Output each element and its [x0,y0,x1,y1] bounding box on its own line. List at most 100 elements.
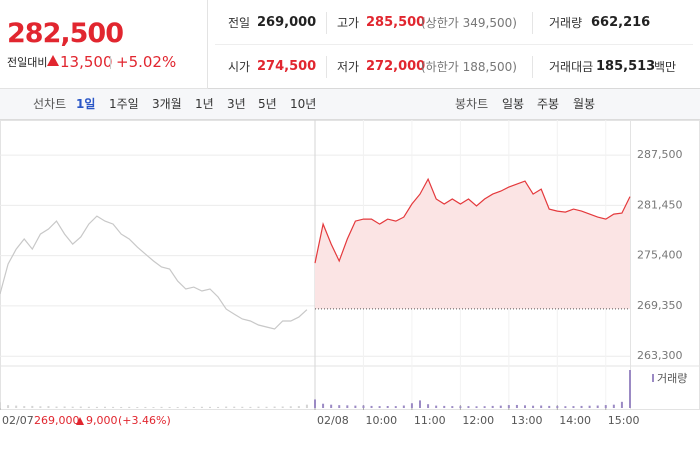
volume-bar [532,405,535,408]
value: 662,216 [591,15,651,30]
volume-bar [79,406,82,408]
label: 거래대금 [549,60,594,74]
volume-bar [184,406,187,408]
volume-bar [410,403,413,408]
volume-bar [394,406,397,408]
volume-bar [95,406,98,408]
annotation-value: 269,000 [34,414,80,427]
y-tick-label: 275,400 [637,249,683,262]
x-tick-label: 10:00 [365,414,397,427]
volume-bar [200,406,203,408]
up-arrow [47,55,59,66]
volume-bar [475,406,478,408]
tab[interactable]: 월봉 [573,97,596,111]
volume-bar [7,405,10,408]
volume-bar [402,405,405,408]
tab-bar: 선차트 1일 1주일 3개월 1년 3년 5년 10년 봉차트 일봉 주봉 월봉 [0,89,700,120]
volume-bar [499,405,502,408]
up-arrow [76,417,84,425]
change-label: 전일대비 [7,56,48,69]
volume-bar [612,404,615,408]
volume-bar [15,405,18,408]
volume-bar [467,406,470,408]
label: 고가 [337,16,360,30]
value: 274,500 [257,59,317,74]
volume-bar [330,404,333,408]
divider [215,44,693,45]
tab[interactable]: 5년 [258,97,277,111]
volume-bar [120,406,123,408]
x-tick-label: 15:00 [608,414,640,427]
volume-bar [23,406,26,408]
volume-bar [136,407,139,408]
volume-bar [168,406,171,408]
tab-group-label: 봉차트 [455,97,489,111]
value: 269,000 [257,15,317,30]
annotation-change: 9,000 [86,414,118,427]
y-tick-label: 269,350 [637,299,683,312]
volume-bar [128,406,131,408]
note: (하한가 188,500) [421,60,517,74]
volume-bar [564,406,567,408]
volume-bar [483,406,486,408]
value: 272,000 [366,59,426,74]
volume-bar [265,406,268,408]
volume-bar [160,406,163,408]
info-box [208,0,700,89]
x-tick-label: 02/07 [2,414,34,427]
volume-bar [354,405,357,408]
tab[interactable]: 주봉 [537,97,560,111]
volume-bar [370,405,373,408]
tab[interactable]: 1주일 [109,97,139,111]
volume-bar [71,406,74,408]
tab[interactable]: 일봉 [502,97,525,111]
volume-bar [273,406,276,408]
volume-bar [152,407,155,408]
volume-bar [144,406,147,408]
volume-bar [0,402,1,408]
volume-bar [87,406,90,408]
tab-group-label: 선차트 [33,97,67,111]
volume-bar [217,406,220,408]
label: 전일 [228,16,251,30]
volume-bar [249,406,252,408]
volume-bar [459,406,462,408]
tab[interactable]: 10년 [290,97,317,111]
volume-bar [176,407,179,408]
x-tick-label: 02/08 [317,414,349,427]
volume-bar [39,406,42,408]
divider [532,56,533,78]
tab[interactable]: 1년 [195,97,214,111]
volume-bar [515,404,518,408]
volume-bar [104,406,106,408]
volume-bar [112,406,115,408]
tab[interactable]: 3개월 [152,97,182,111]
volume-bar [346,405,349,408]
tab[interactable]: 3년 [227,97,246,111]
label: 저가 [337,60,360,74]
volume-bar [322,403,325,408]
volume-bar [572,406,575,408]
x-tick-label: 11:00 [414,414,446,427]
y-tick-label: 281,450 [637,198,683,211]
volume-bar [314,399,316,408]
volume-bar [233,406,236,408]
volume-bar [629,370,631,408]
x-tick-label: 12:00 [462,414,494,427]
divider [326,12,327,34]
volume-bar [580,405,583,408]
tab[interactable]: 1일 [76,97,96,111]
y-tick-label: 287,500 [637,148,683,161]
volume-bar [386,406,389,408]
label: 시가 [228,60,251,74]
volume-bar [378,406,381,408]
price: 282,500 [7,18,124,49]
volume-bar [548,405,551,408]
volume-bar [241,406,244,408]
volume-bar [305,404,308,408]
volume-bar [596,405,599,408]
price-line [0,215,308,330]
volume-bar [507,405,510,408]
area [315,179,630,309]
